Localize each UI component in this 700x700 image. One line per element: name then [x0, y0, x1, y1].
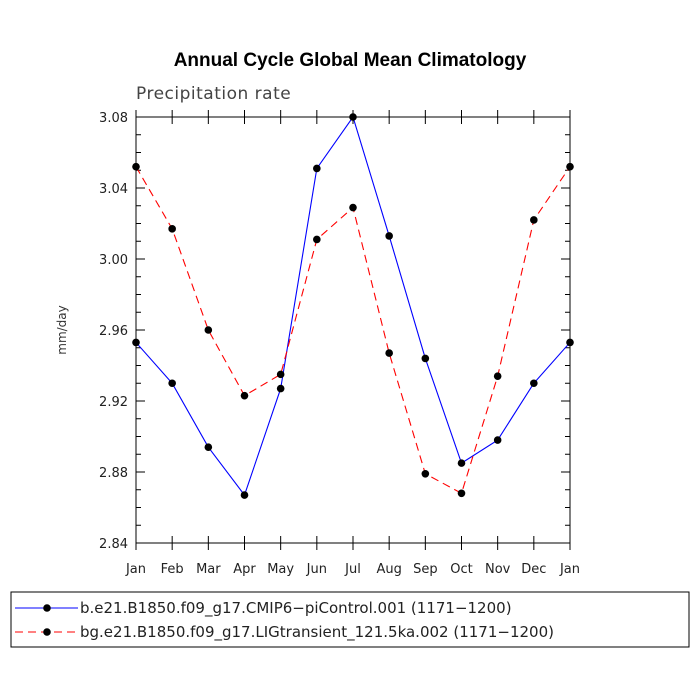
legend-marker-1	[43, 604, 51, 612]
series-2-point	[313, 235, 321, 244]
series-1-point	[132, 338, 140, 347]
x-tick-label: Jan	[125, 562, 146, 577]
series-2-point	[566, 162, 574, 171]
series-lines	[135, 115, 571, 497]
x-tick-label: Jun	[306, 562, 327, 577]
series-1-point	[566, 338, 574, 347]
y-tick-label: 2.84	[99, 537, 128, 552]
y-tick-label: 2.96	[99, 324, 128, 339]
series-1-point	[240, 491, 249, 499]
legend-box	[10, 591, 690, 648]
x-tick-label: May	[267, 562, 294, 577]
x-tick-label: Dec	[521, 562, 546, 577]
series-1-point	[276, 384, 285, 393]
x-tick-label: Sep	[413, 562, 438, 577]
series-2-point	[132, 162, 140, 171]
y-tick-label: 2.88	[99, 466, 128, 481]
series-line-1	[135, 115, 571, 497]
series-1-point	[421, 354, 430, 363]
series-2-point	[421, 469, 430, 478]
x-tick-label: Mar	[196, 562, 221, 577]
series-2-point	[276, 370, 285, 379]
x-tick-labels: Jan Feb Mar Apr May Jun Jul Aug Sep Oct Nov Dec Jan	[125, 562, 580, 577]
x-tick-label: Apr	[233, 562, 256, 577]
y-axis-label: mm/day	[55, 305, 69, 355]
series-1-point	[493, 436, 502, 444]
series-1-point	[168, 379, 176, 388]
legend-label-1: b.e21.B1850.f09_g17.CMIP6−piControl.001 …	[80, 599, 512, 618]
y-tick-label: 2.92	[99, 395, 128, 410]
x-tick-label: Oct	[450, 562, 472, 577]
y-tick-label: 3.00	[99, 253, 128, 268]
x-tick-label: Jul	[344, 562, 361, 577]
series-2-point	[530, 216, 538, 224]
series-2-point	[240, 391, 249, 400]
series-1-point	[457, 459, 466, 467]
legend-marker-2	[43, 628, 51, 636]
x-tick-label: Nov	[485, 562, 511, 577]
x-tick-label: Aug	[376, 562, 401, 577]
series-1-point	[313, 164, 321, 173]
x-tick-label: Jan	[559, 562, 580, 577]
series-points	[132, 113, 574, 499]
y-tick-labels: 2.84 2.88 2.92 2.96 3.00 3.04 3.08	[99, 111, 128, 552]
series-2-point	[385, 349, 393, 357]
chart-title: Annual Cycle Global Mean Climatology	[174, 50, 527, 71]
series-2-point	[457, 489, 466, 498]
series-1-point	[204, 443, 213, 451]
series-2-point	[493, 372, 502, 380]
series-1-point	[530, 379, 538, 388]
legend: b.e21.B1850.f09_g17.CMIP6−piControl.001 …	[10, 591, 690, 648]
y-tick-label: 3.08	[99, 111, 128, 126]
series-line-2	[135, 166, 571, 495]
y-tick-label: 3.04	[99, 182, 128, 197]
series-2-point	[349, 203, 357, 212]
axis-ticks	[135, 110, 571, 550]
legend-label-2: bg.e21.B1850.f09_g17.LIGtransient_121.5k…	[80, 623, 554, 642]
series-2-point	[168, 225, 176, 233]
x-tick-label: Feb	[161, 562, 184, 577]
chart-subtitle: Precipitation rate	[136, 84, 291, 104]
series-1-point	[385, 232, 393, 240]
series-1-point	[349, 113, 357, 121]
plot-frame	[135, 116, 571, 544]
series-2-point	[204, 326, 213, 334]
